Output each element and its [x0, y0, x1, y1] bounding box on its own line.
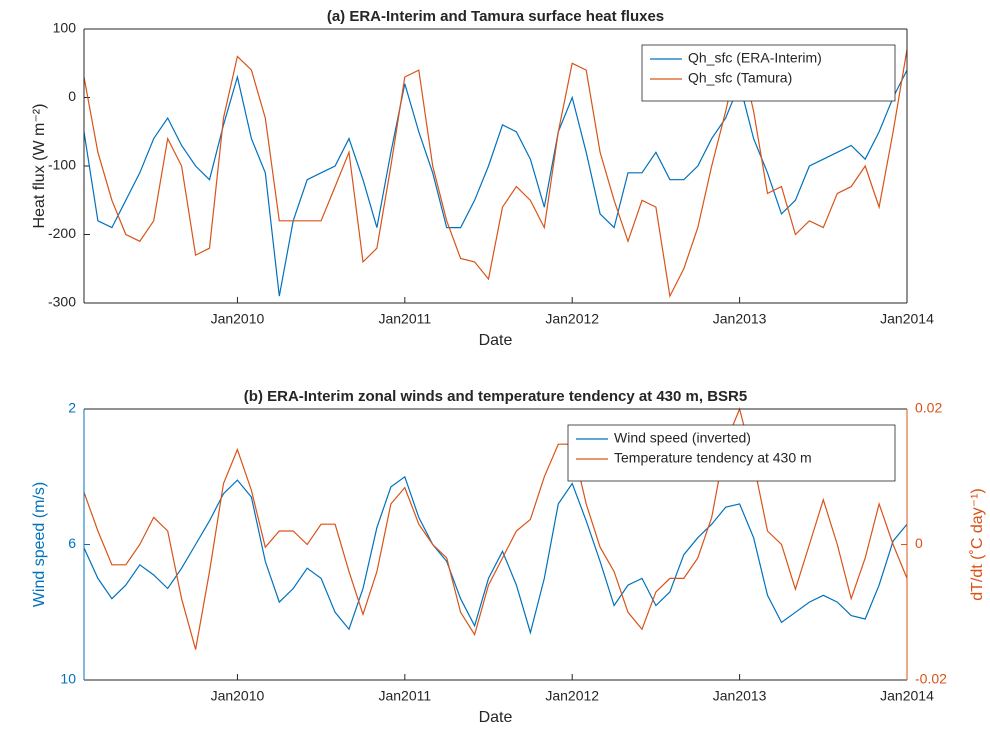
series-line [83, 49, 908, 299]
x-axis-label: Date [479, 332, 513, 349]
y-tick-label: 0 [68, 88, 76, 104]
y-tick-label: -200 [48, 225, 76, 241]
legend-label: Temperature tendency at 430 m [614, 450, 812, 466]
y2-tick-label: 0.02 [915, 400, 942, 416]
y-tick-label: -100 [48, 157, 76, 173]
y2-tick-label: -0.02 [915, 671, 947, 687]
series-line [83, 407, 908, 650]
legend-label: Qh_sfc (Tamura) [688, 70, 792, 86]
y-axis-label: Wind speed (m/s) [31, 482, 48, 607]
x-tick-label: Jan2011 [378, 311, 431, 327]
series-line [83, 69, 908, 297]
y-tick-label: -300 [48, 294, 76, 310]
y-tick-label: 100 [53, 20, 77, 36]
x-tick-label: Jan2012 [545, 688, 599, 704]
legend-box [567, 424, 896, 482]
x-tick-label: Jan2013 [713, 311, 767, 327]
x-tick-label: Jan2012 [545, 311, 599, 327]
x-tick-label: Jan2014 [880, 688, 934, 704]
x-tick-label: Jan2011 [378, 688, 431, 704]
x-tick-label: Jan2010 [211, 311, 265, 327]
legend-label: Qh_sfc (ERA-Interim) [688, 50, 822, 66]
x-tick-label: Jan2010 [211, 688, 265, 704]
y-axis-label: Heat flux (W m⁻²) [31, 104, 48, 229]
y-tick-label: 10 [60, 671, 76, 687]
chart-title: (b) ERA-Interim zonal winds and temperat… [244, 388, 747, 405]
legend-box [641, 44, 896, 102]
x-tick-label: Jan2013 [713, 688, 767, 704]
x-axis-label: Date [479, 709, 513, 726]
y-tick-label: 6 [68, 535, 76, 551]
legend-label: Wind speed (inverted) [614, 430, 751, 446]
x-tick-label: Jan2014 [880, 311, 934, 327]
y2-axis-label: dT/dt (˚C day⁻¹) [969, 488, 986, 600]
chart-title: (a) ERA-Interim and Tamura surface heat … [327, 8, 664, 25]
y-tick-label: 2 [68, 400, 76, 416]
y2-tick-label: 0 [915, 535, 923, 551]
